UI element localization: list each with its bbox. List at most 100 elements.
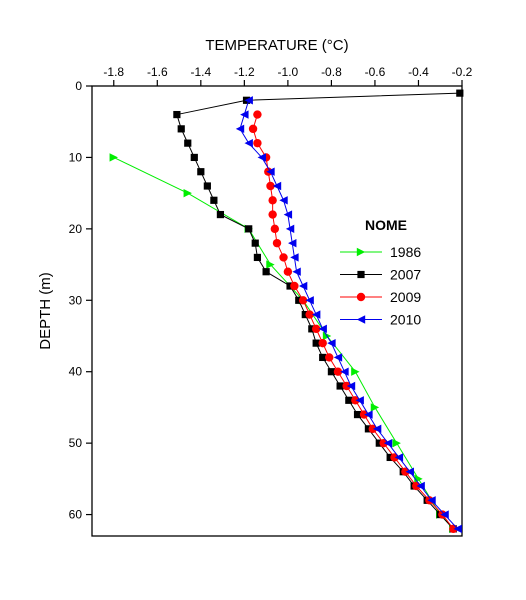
legend-label: 2010 [390,312,421,328]
x-tick-label: -1.8 [103,65,124,79]
data-point-2010 [394,453,404,462]
data-point-2007 [177,125,185,133]
legend-item-2009: 2009 [340,289,421,305]
data-point-2007 [203,182,211,190]
data-point-2010 [318,324,327,334]
y-tick-label: 10 [69,150,83,164]
data-point-2009 [368,424,377,434]
data-point-2010 [416,481,425,491]
data-point-2010 [305,296,314,305]
data-point-2010 [405,467,414,476]
y-tick-label: 50 [69,436,83,450]
series-2009 [248,110,458,534]
data-point-2007 [245,225,253,233]
y-axis-ticks: 0 10 20 30 40 50 60 [69,79,92,522]
data-point-2009 [311,324,321,334]
data-point-2010 [372,424,382,434]
legend-item-2010: 2010 [340,312,421,328]
data-point-1986 [266,260,275,269]
y-tick-label: 30 [69,293,83,307]
x-tick-label: -0.8 [321,65,342,79]
data-point-2010 [355,396,364,405]
x-tick-label: -1.2 [234,65,255,79]
data-point-2007 [456,89,464,97]
data-point-2007 [312,339,320,347]
data-point-2010 [333,353,343,362]
data-point-2009 [268,196,277,205]
data-point-2010 [327,338,336,348]
data-point-2009 [279,253,288,262]
series-1986 [109,153,458,534]
data-point-2010 [427,496,436,505]
y-tick-label: 20 [69,222,83,236]
data-point-2009 [298,296,308,305]
data-point-2007 [210,196,218,204]
x-tick-label: -1.6 [147,65,168,79]
data-point-2010 [364,410,373,419]
data-point-2010 [272,181,282,191]
data-point-1986 [351,367,360,376]
x-tick-label: -1.4 [190,65,211,79]
y-tick-label: 0 [75,79,82,93]
data-point-2009 [248,124,258,134]
data-point-2010 [298,281,308,291]
data-point-2007 [336,382,344,390]
data-point-2009 [412,481,421,491]
data-point-2010 [266,167,275,176]
series-line-2010 [239,100,459,530]
data-point-2007 [295,296,303,304]
data-point-2010 [440,510,449,519]
x-axis-ticks: -1.8 -1.6 -1.4 -1.2 -1.0 -0.8 -0.6 -0.4 -0.2 [103,65,473,86]
data-point-2009 [253,138,262,148]
data-point-2007 [253,253,262,262]
data-point-2010 [311,310,321,319]
data-point-2009 [325,353,334,362]
series-line-2009 [252,114,454,530]
data-point-2010 [453,524,462,534]
x-tick-label: -0.4 [408,65,429,79]
legend-marker [356,247,366,257]
data-point-2007 [173,110,181,119]
data-point-2007 [251,239,259,247]
data-point-2009 [342,381,351,391]
legend-label: 1986 [390,244,421,260]
legend-marker [357,270,365,279]
data-point-1986 [183,188,192,198]
series-2010 [235,96,462,534]
data-point-2009 [333,367,343,376]
data-point-2009 [253,110,262,119]
data-point-2007 [327,368,336,376]
data-point-2007 [286,282,294,290]
data-point-2010 [240,110,249,119]
plot-frame [91,85,463,537]
data-point-2009 [272,238,282,248]
data-point-2007 [364,425,373,433]
y-axis-title: DEPTH (m) [37,272,54,350]
data-point-2007 [375,439,383,447]
data-point-2007 [353,410,362,419]
data-point-2010 [279,196,288,205]
data-point-2010 [257,153,266,162]
series-layer [109,89,464,534]
data-point-2010 [244,96,253,105]
data-point-2007 [197,168,205,176]
legend-label: 2007 [390,267,421,283]
x-tick-label: -0.2 [452,65,473,79]
data-point-2009 [305,310,314,319]
x-tick-label: -1.0 [278,65,299,79]
data-point-2009 [379,438,388,448]
legend-label: 2009 [390,289,421,305]
data-point-2009 [266,181,275,191]
data-point-2007 [184,139,192,147]
data-point-2009 [359,410,369,419]
data-point-2010 [283,210,293,219]
data-point-2009 [290,281,299,291]
data-point-2010 [340,367,349,376]
data-point-2010 [292,267,301,276]
data-point-2010 [288,238,297,248]
data-point-2009 [401,467,410,476]
data-point-2009 [268,210,277,219]
y-tick-label: 40 [69,365,83,379]
x-tick-label: -0.6 [365,65,386,79]
